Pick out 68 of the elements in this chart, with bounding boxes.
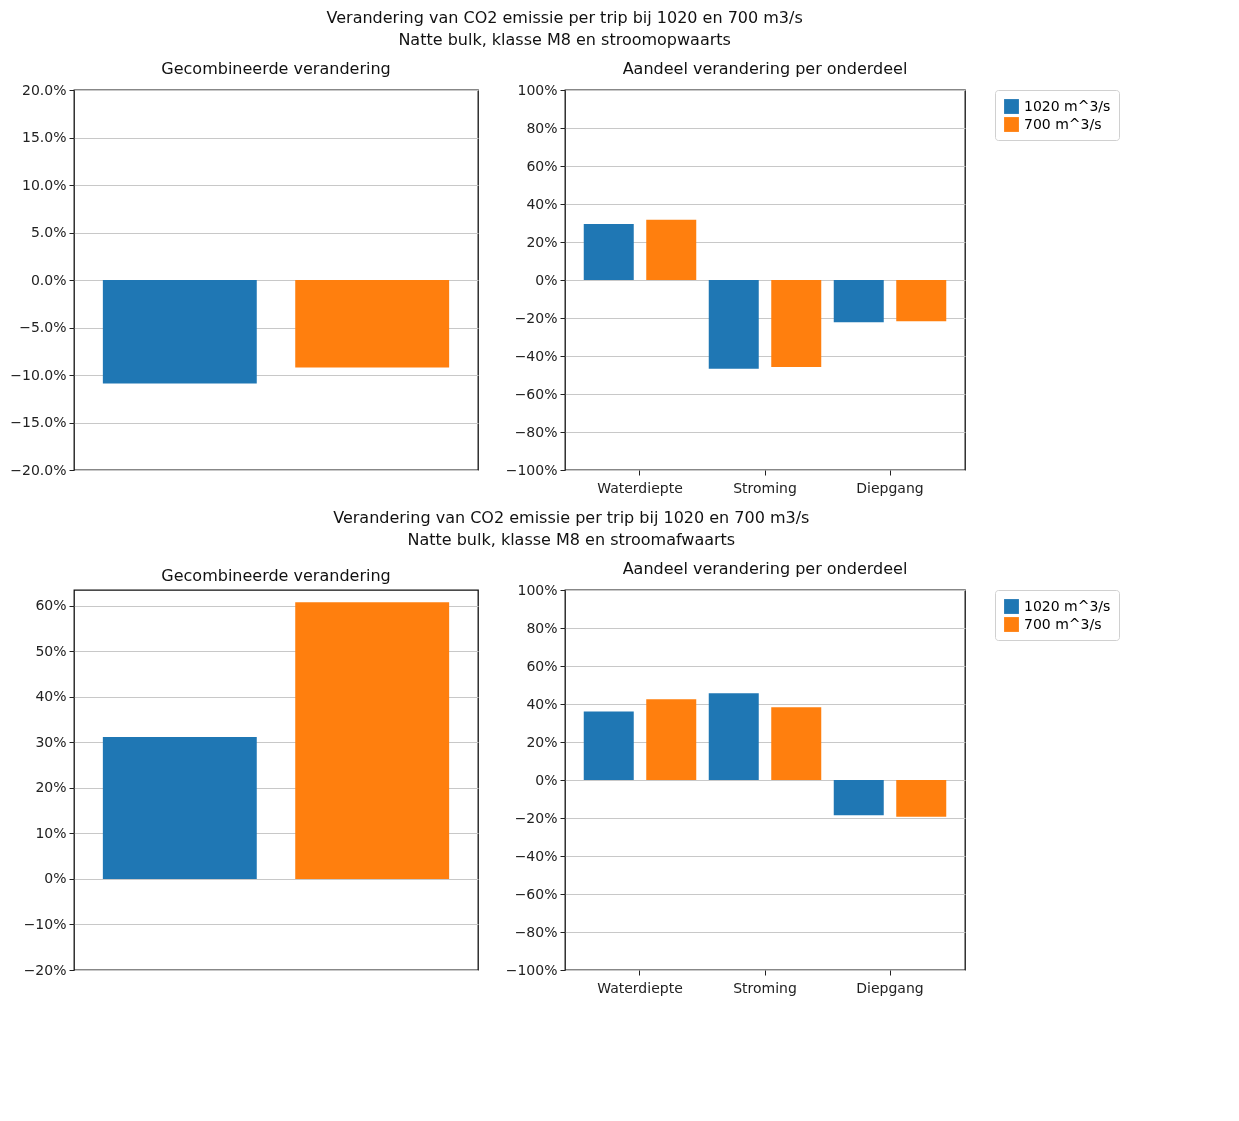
y-tick-label: 80% — [526, 619, 558, 636]
y-tick-label: −100% — [505, 461, 558, 478]
y-tick-label: 5.0% — [30, 224, 67, 240]
bar — [646, 219, 697, 280]
y-tick-label: −80% — [514, 923, 558, 940]
y-tick-label: −10% — [23, 915, 67, 932]
bar — [771, 707, 822, 780]
bar — [583, 711, 634, 780]
chart-title: Gecombineerde verandering — [161, 59, 391, 78]
y-tick-label: 0% — [535, 271, 558, 288]
y-tick-label: 60% — [526, 157, 558, 174]
y-tick-label: 60% — [526, 657, 558, 674]
y-tick-label: −10.0% — [10, 366, 67, 383]
y-tick-label: 15.0% — [22, 129, 67, 145]
chart-title: Aandeel verandering per onderdeel — [622, 559, 908, 578]
y-tick-label: −20% — [514, 809, 558, 826]
bar — [646, 699, 697, 780]
y-tick-label: 60% — [35, 597, 67, 614]
x-tick-label: Diepgang — [856, 979, 924, 996]
y-tick-label: 80% — [526, 119, 558, 136]
y-tick-label: −40% — [514, 847, 558, 864]
bar — [771, 280, 822, 368]
y-tick-label: −5.0% — [19, 319, 67, 335]
bar — [896, 280, 947, 322]
bar — [708, 280, 759, 369]
y-tick-label: 10% — [35, 824, 67, 841]
text: Verandering van CO2 emissie per trip bij 1020 en 700 m3/s Natte bulk, klasse M8 en stroomopwaarts — [326, 8, 803, 50]
y-tick-label: 50% — [35, 642, 67, 659]
y-tick-label: 30% — [35, 733, 67, 750]
y-tick-label: −80% — [514, 423, 558, 440]
x-tick-label: Waterdiepte — [597, 979, 683, 996]
chart-title: Aandeel verandering per onderdeel — [622, 59, 908, 78]
y-tick-label: −20% — [23, 961, 67, 978]
y-tick-label: 20% — [35, 779, 67, 796]
y-tick-label: 0% — [44, 870, 67, 887]
bar — [833, 280, 884, 323]
x-tick-label: Stroming — [733, 479, 797, 496]
y-tick-label: −60% — [514, 885, 558, 902]
y-tick-label: −20% — [514, 309, 558, 326]
y-tick-label: 40% — [526, 195, 558, 212]
x-tick-label: Stroming — [733, 979, 797, 996]
legend-label: 700 m^3/s — [1024, 615, 1102, 632]
y-tick-label: −40% — [514, 347, 558, 364]
y-tick-label: 20% — [526, 233, 558, 250]
y-tick-label: 20% — [526, 733, 558, 750]
x-tick-label: Waterdiepte — [597, 479, 683, 496]
y-tick-label: −15.0% — [10, 414, 67, 430]
y-tick-label: 40% — [35, 688, 67, 705]
bar — [583, 223, 634, 280]
bar — [896, 780, 947, 817]
legend-label: 1020 m^3/s — [1024, 97, 1111, 114]
y-tick-label: 100% — [517, 81, 558, 98]
y-tick-label: 0% — [535, 771, 558, 788]
y-tick-label: 20.0% — [22, 81, 67, 98]
chart-title: Gecombineerde verandering — [161, 566, 391, 585]
y-tick-label: 10.0% — [22, 176, 67, 193]
y-tick-label: −20.0% — [10, 461, 67, 478]
y-tick-label: 40% — [526, 695, 558, 712]
text: Verandering van CO2 emissie per trip bij 1020 en 700 m3/s Natte bulk, klasse M8 en stroomafwaarts — [333, 508, 810, 550]
bar — [708, 693, 759, 780]
legend-label: 1020 m^3/s — [1024, 597, 1111, 614]
x-tick-label: Diepgang — [856, 479, 924, 496]
y-tick-label: −100% — [505, 961, 558, 978]
y-tick-label: 100% — [517, 581, 558, 598]
bar — [833, 780, 884, 816]
y-tick-label: −60% — [514, 385, 558, 402]
y-tick-label: 0.0% — [30, 271, 67, 288]
legend-label: 700 m^3/s — [1024, 115, 1102, 132]
